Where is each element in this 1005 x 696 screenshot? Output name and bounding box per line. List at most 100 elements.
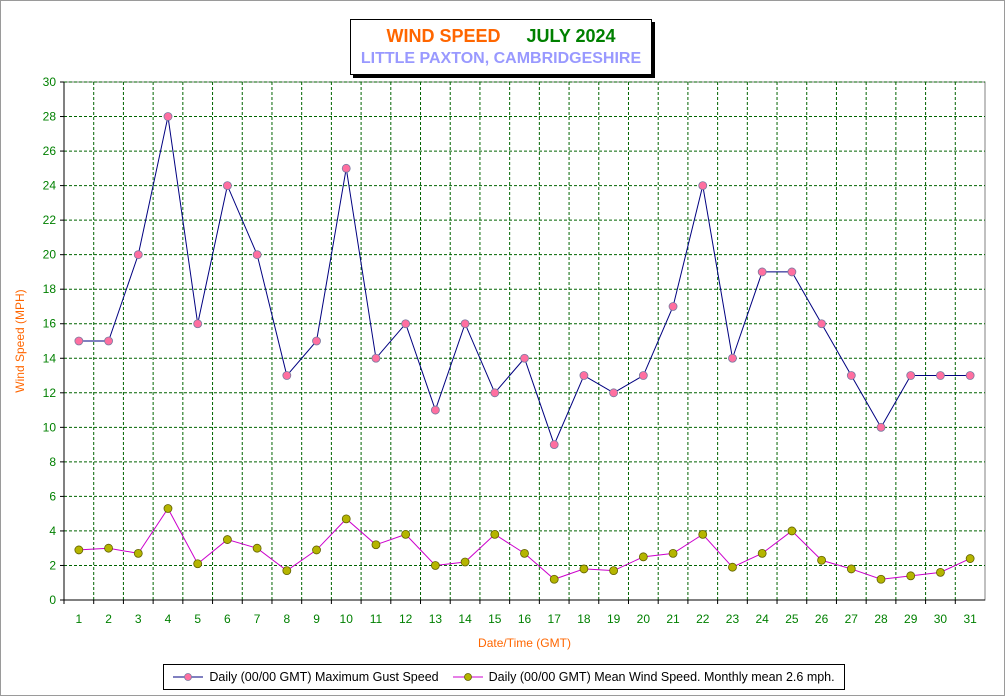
data-point [549, 440, 559, 450]
data-point [430, 561, 440, 570]
data-point [282, 371, 292, 380]
x-tick-label: 5 [194, 612, 201, 626]
x-tick-label: 29 [904, 612, 918, 626]
legend: Daily (00/00 GMT) Maximum Gust Speed Dai… [163, 664, 845, 690]
data-point [223, 535, 232, 544]
x-tick-label: 6 [224, 612, 231, 626]
data-point [371, 540, 381, 550]
data-point [312, 336, 321, 346]
data-point [371, 353, 381, 363]
x-tick-label: 19 [607, 612, 621, 626]
data-point [341, 514, 351, 524]
data-point [757, 548, 767, 558]
data-point [520, 548, 529, 558]
data-point [846, 564, 856, 574]
title-wind-speed: WIND SPEED [386, 26, 501, 46]
x-tick-label: 25 [785, 612, 799, 626]
data-point [698, 181, 708, 191]
y-tick-label: 22 [43, 213, 57, 227]
y-tick-label: 2 [49, 558, 56, 572]
data-point [965, 554, 975, 563]
x-tick-label: 7 [254, 612, 261, 626]
y-tick-label: 18 [43, 282, 57, 296]
data-point [549, 574, 559, 584]
data-point [133, 250, 143, 260]
data-point [728, 353, 737, 363]
x-tick-label: 23 [726, 612, 740, 626]
data-point [965, 371, 975, 380]
data-point [936, 371, 945, 380]
data-point [906, 571, 916, 581]
y-tick-label: 30 [43, 75, 57, 89]
data-point [579, 371, 589, 380]
grid-lines [64, 81, 985, 600]
data-point [282, 566, 292, 576]
data-point [74, 336, 84, 346]
data-point [460, 557, 470, 567]
series-max-gust [74, 112, 975, 450]
x-tick-label: 16 [518, 612, 532, 626]
y-tick-label: 6 [49, 489, 56, 503]
data-point [757, 267, 767, 277]
x-tick-label: 17 [548, 612, 562, 626]
axes [60, 81, 985, 604]
data-point [668, 302, 678, 311]
legend-swatch-gust [173, 673, 204, 681]
data-point [430, 405, 440, 415]
x-tick-label: 30 [934, 612, 948, 626]
data-point [728, 562, 737, 572]
x-tick-label: 28 [874, 612, 888, 626]
data-point [163, 504, 173, 513]
series-mean-wind [74, 504, 975, 584]
data-point [609, 566, 619, 576]
data-point [490, 529, 500, 539]
data-point [312, 545, 321, 555]
x-tick-label: 2 [105, 612, 112, 626]
x-tick-label: 31 [963, 612, 977, 626]
y-axis-label: Wind Speed (MPH) [13, 289, 27, 392]
legend-label-gust: Daily (00/00 GMT) Maximum Gust Speed [209, 670, 439, 684]
data-point [252, 250, 262, 260]
data-point [787, 267, 797, 277]
x-tick-label: 26 [815, 612, 829, 626]
data-point [668, 548, 678, 558]
data-point [490, 388, 500, 398]
data-point [846, 371, 856, 380]
x-tick-label: 9 [313, 612, 320, 626]
x-tick-label: 22 [696, 612, 710, 626]
chart-title-box: WIND SPEED JULY 2024 LITTLE PAXTON, CAMBR… [350, 19, 652, 75]
data-point [876, 574, 886, 584]
y-tick-label: 0 [49, 593, 56, 607]
data-point [520, 353, 529, 363]
data-point [638, 552, 648, 562]
y-tick-label: 20 [43, 248, 57, 262]
x-tick-label: 24 [755, 612, 769, 626]
x-tick-label: 8 [283, 612, 290, 626]
data-point [341, 163, 351, 173]
x-tick-label: 13 [429, 612, 443, 626]
data-point [401, 319, 411, 329]
plot-area [63, 81, 986, 601]
x-tick-label: 10 [340, 612, 354, 626]
x-tick-label: 14 [458, 612, 472, 626]
data-point [163, 112, 173, 121]
x-tick-label: 11 [370, 612, 383, 626]
data-point [579, 564, 589, 574]
data-point [609, 388, 619, 398]
x-tick-label: 18 [577, 612, 591, 626]
y-tick-label: 14 [43, 351, 57, 365]
data-point [193, 319, 203, 329]
chart-title: WIND SPEED JULY 2024 [351, 26, 651, 47]
data-point [223, 181, 232, 191]
data-point [787, 526, 797, 536]
data-point [104, 336, 113, 346]
x-tick-label: 15 [488, 612, 502, 626]
x-tick-label: 1 [76, 612, 83, 626]
legend-swatch-mean [452, 673, 483, 681]
data-point [460, 319, 470, 329]
data-point [74, 545, 84, 555]
data-point [906, 371, 916, 380]
y-tick-label: 8 [49, 455, 56, 469]
